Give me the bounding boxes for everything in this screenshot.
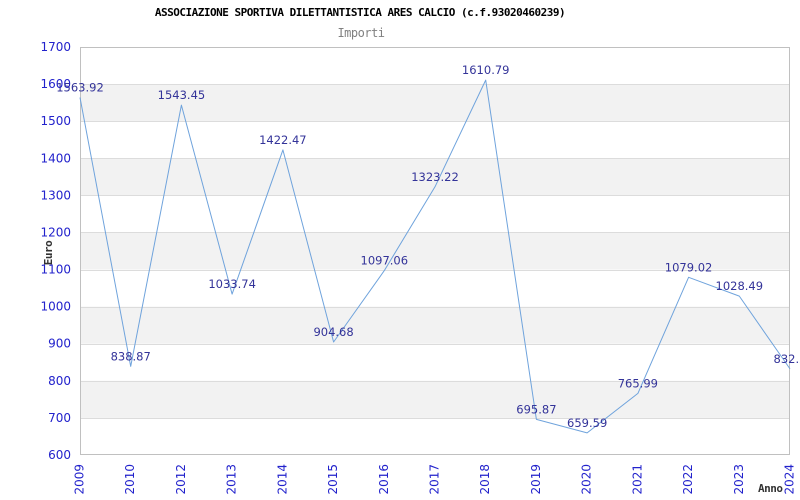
x-tick-label: 2022 xyxy=(681,464,695,495)
y-tick-label: 1500 xyxy=(40,114,71,128)
y-tick-label: 1200 xyxy=(40,225,71,239)
y-tick-label: 1000 xyxy=(40,300,71,314)
y-tick-label: 1100 xyxy=(40,263,71,277)
x-tick-label: 2020 xyxy=(580,464,594,495)
y-tick-label: 700 xyxy=(48,411,71,425)
x-tick-label: 2019 xyxy=(529,464,543,495)
x-tick-label: 2016 xyxy=(377,464,391,495)
point-label: 904.68 xyxy=(313,325,353,339)
x-tick-label: 2012 xyxy=(174,464,188,495)
x-tick-label: 2018 xyxy=(478,464,492,495)
x-tick-label: 2015 xyxy=(326,464,340,495)
x-tick-label: 2017 xyxy=(428,464,442,495)
y-tick-label: 1600 xyxy=(40,77,71,91)
point-label: 1563.92 xyxy=(56,80,104,94)
grid-band xyxy=(80,306,790,344)
grid-band xyxy=(80,232,790,270)
y-tick-label: 1300 xyxy=(40,188,71,202)
grid-band xyxy=(80,158,790,196)
point-label: 838.87 xyxy=(111,349,151,363)
point-label: 1033.74 xyxy=(208,277,256,291)
y-tick-label: 1700 xyxy=(40,40,71,54)
series-line xyxy=(79,79,791,434)
chart-subtitle: Importi xyxy=(337,26,385,40)
y-tick-label: 1400 xyxy=(40,151,71,165)
x-tick-label: 2009 xyxy=(73,464,87,495)
chart-title: ASSOCIAZIONE SPORTIVA DILETTANTISTICA AR… xyxy=(154,6,566,19)
y-tick-label: 800 xyxy=(48,374,71,388)
point-label: 1422.47 xyxy=(259,133,307,147)
grid-band xyxy=(80,380,790,418)
point-label: 832.2 xyxy=(774,352,800,366)
x-tick-label: 2023 xyxy=(732,464,746,495)
point-label: 659.59 xyxy=(567,416,607,430)
point-label: 1323.22 xyxy=(411,170,459,184)
y-tick-label: 900 xyxy=(48,337,71,351)
plot-border xyxy=(80,47,790,455)
x-tick-label: 2014 xyxy=(275,464,289,495)
x-axis-title: Anno xyxy=(758,482,783,495)
point-label: 1028.49 xyxy=(716,279,764,293)
point-label: 1097.06 xyxy=(361,254,409,268)
point-label: 695.87 xyxy=(516,402,556,416)
point-label: 1543.45 xyxy=(158,88,206,102)
x-tick-label: 2024 xyxy=(783,464,797,495)
x-tick-label: 2021 xyxy=(630,464,644,495)
point-label: 765.99 xyxy=(618,376,658,390)
point-label: 1079.02 xyxy=(665,260,713,274)
y-tick-label: 600 xyxy=(48,448,71,462)
grid-band xyxy=(80,84,790,122)
x-tick-label: 2013 xyxy=(225,464,239,495)
x-tick-label: 2010 xyxy=(123,464,137,495)
point-label: 1610.79 xyxy=(462,63,510,77)
